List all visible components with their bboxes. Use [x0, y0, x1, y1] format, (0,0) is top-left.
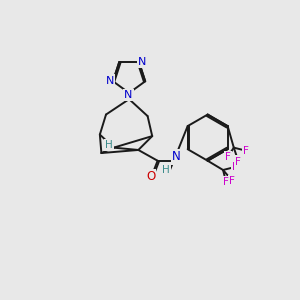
Text: H: H — [105, 140, 113, 150]
Text: N: N — [172, 150, 181, 164]
Text: N: N — [106, 76, 114, 85]
Text: N: N — [138, 57, 146, 67]
Text: H: H — [162, 165, 170, 175]
Text: F: F — [232, 162, 238, 172]
Text: N: N — [124, 90, 133, 100]
Text: F: F — [243, 146, 249, 156]
Text: F: F — [230, 176, 235, 186]
Text: F: F — [223, 177, 229, 187]
Text: F: F — [236, 157, 242, 166]
Text: F: F — [225, 152, 231, 162]
Text: O: O — [146, 170, 155, 183]
